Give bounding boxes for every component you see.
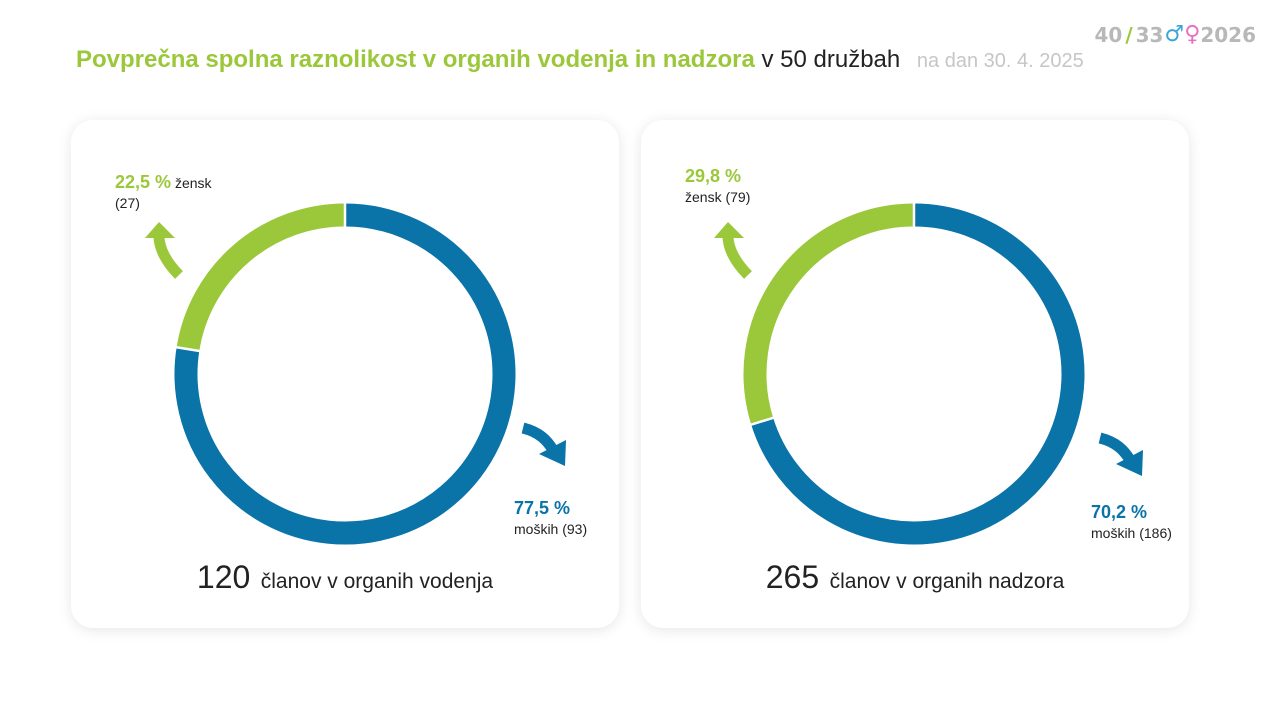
women-label-group: 22,5 % žensk (27)	[115, 172, 212, 213]
title-rest: v 50 družbah	[761, 46, 901, 73]
women-label: žensk	[174, 175, 212, 191]
chart-card-supervisory: 29,8 % žensk (79) 70,2 % moških (186) 26…	[641, 120, 1189, 628]
donut-chart-supervisory	[714, 202, 1143, 545]
female-symbol-icon: ♀	[1184, 22, 1201, 47]
men-label-group: 77,5 % moških (93)	[514, 498, 587, 539]
donut-slice-men	[751, 203, 1085, 545]
donut-slice-men	[174, 203, 516, 545]
donut-separator-0	[749, 416, 775, 427]
title-date: na dan 30. 4. 2025	[916, 50, 1084, 72]
men-percent: 70,2 %	[1091, 502, 1148, 522]
men-label-group: 70,2 % moških (186)	[1091, 502, 1172, 543]
logo-year: 2026	[1200, 22, 1256, 47]
title-bold: Povprečna spolna raznolikost v organih v…	[76, 46, 755, 73]
total-caption: 265 članov v organih nadzora	[641, 559, 1189, 596]
total-label: članov v organih nadzora	[829, 570, 1065, 593]
total-number: 120	[196, 559, 251, 595]
women-percent: 22,5 %	[115, 172, 172, 192]
male-symbol-icon: ♂	[1164, 22, 1185, 47]
logo-40-33-2026: 40 / 33 ♂ ♀ 2026	[1094, 22, 1256, 47]
logo-left-number: 40	[1094, 22, 1123, 47]
women-label-group: 29,8 % žensk (79)	[685, 166, 750, 207]
women-arrow-icon	[714, 222, 752, 279]
donut-slice-women	[743, 203, 915, 425]
men-label: moških (93)	[514, 521, 588, 537]
total-caption: 120 članov v organih vodenja	[71, 559, 619, 596]
total-number: 265	[765, 559, 820, 595]
women-arrow-icon	[145, 222, 183, 279]
donut-separator-0	[175, 345, 201, 353]
men-percent: 77,5 %	[514, 498, 571, 518]
men-label: moških (186)	[1091, 525, 1172, 541]
logo-slash: /	[1125, 22, 1133, 47]
page-title: Povprečna spolna raznolikost v organih v…	[76, 46, 1084, 74]
chart-card-management: 22,5 % žensk (27) 77,5 % moških (93) 120…	[71, 120, 619, 628]
men-arrow-icon	[521, 422, 566, 466]
donut-slice-women	[176, 203, 346, 352]
logo-right-number: 33	[1135, 22, 1164, 47]
total-label: članov v organih vodenja	[260, 570, 494, 593]
donut-chart-management	[145, 202, 566, 545]
men-arrow-icon	[1098, 432, 1143, 476]
women-percent: 29,8 %	[685, 166, 742, 186]
women-count: (27)	[115, 195, 140, 211]
women-label: žensk (79)	[685, 189, 751, 205]
